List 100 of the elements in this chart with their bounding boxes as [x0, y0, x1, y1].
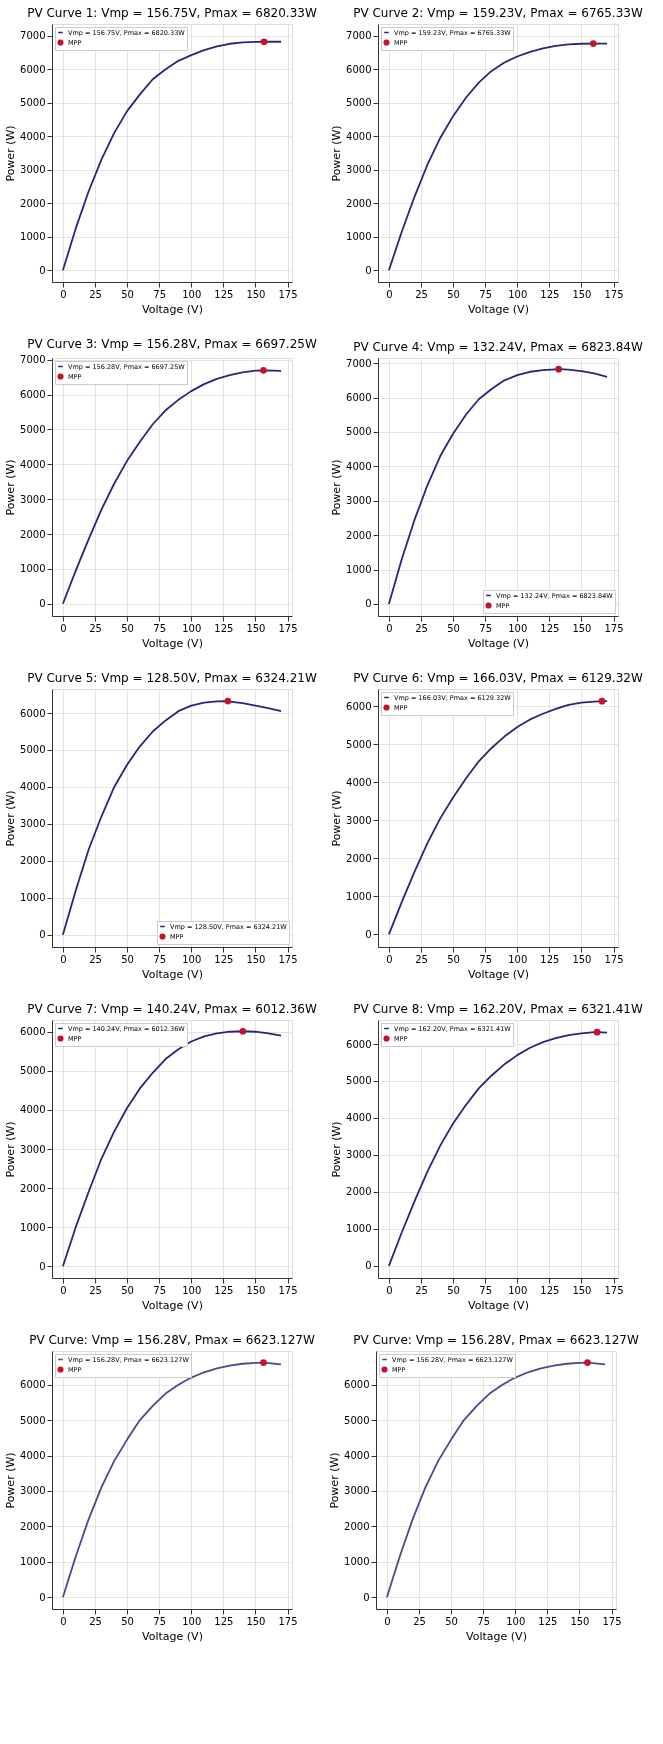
x-tick-label: 50	[447, 953, 460, 965]
y-tick-label: 4000	[346, 1112, 372, 1124]
x-tick-label: 0	[60, 1615, 67, 1627]
x-tick-label: 125	[214, 1615, 234, 1627]
x-axis-title: Voltage (V)	[142, 636, 203, 650]
x-tick-label: 100	[182, 622, 202, 634]
x-tick-label: 75	[153, 288, 167, 300]
chart-title: PV Curve: Vmp = 156.28V, Pmax = 6623.127W	[29, 1333, 315, 1347]
y-tick-label: 0	[39, 1591, 46, 1603]
line-series	[62, 369, 282, 605]
x-tick-label: 150	[246, 953, 266, 965]
y-tick-label: 0	[39, 1260, 46, 1272]
y-tick-label: 1000	[344, 1556, 370, 1568]
y-axis-title: Power (W)	[330, 125, 344, 182]
y-tick-label: 1000	[346, 890, 372, 902]
y-tick-label: 6000	[20, 389, 46, 401]
y-tick-label: 1000	[346, 1223, 372, 1235]
y-tick-label: 0	[363, 1591, 370, 1603]
x-tick-label: 150	[572, 1284, 592, 1296]
x-tick-label: 125	[540, 1284, 560, 1296]
line-series	[388, 42, 608, 272]
y-tick-label: 3000	[346, 1149, 372, 1161]
y-tick-label: 1000	[20, 563, 46, 575]
x-tick-label: 0	[60, 953, 67, 965]
x-tick-label: 175	[278, 1615, 298, 1627]
y-tick-label: 3000	[20, 1485, 46, 1497]
x-tick-label: 125	[538, 1615, 558, 1627]
chart-title: PV Curve 5: Vmp = 128.50V, Pmax = 6324.21W	[27, 671, 317, 685]
y-tick-label: 6000	[20, 63, 46, 75]
x-tick-label: 75	[479, 622, 493, 634]
x-axis-title: Voltage (V)	[142, 302, 203, 316]
x-tick-label: 0	[386, 288, 393, 300]
x-tick-label: 75	[479, 1284, 493, 1296]
y-tick-label: 4000	[20, 458, 46, 470]
x-tick-label: 150	[572, 953, 592, 965]
x-tick-label: 125	[214, 1284, 234, 1296]
x-tick-label: 125	[214, 953, 234, 965]
x-tick-label: 50	[121, 288, 134, 300]
y-tick-label: 5000	[346, 97, 372, 109]
chart-title: PV Curve 4: Vmp = 132.24V, Pmax = 6823.84W	[353, 340, 643, 354]
x-tick-label: 100	[508, 953, 528, 965]
y-tick-label: 0	[365, 1260, 372, 1272]
y-tick-label: 2000	[346, 1186, 372, 1198]
x-tick-label: 25	[89, 622, 102, 634]
chart-title: PV Curve 7: Vmp = 140.24V, Pmax = 6012.36W	[27, 1002, 317, 1016]
y-tick-label: 3000	[20, 493, 46, 505]
x-axis-title: Voltage (V)	[466, 1629, 527, 1643]
x-tick-label: 25	[415, 953, 428, 965]
y-axis-title: Power (W)	[4, 125, 18, 182]
y-tick-label: 1000	[20, 1556, 46, 1568]
y-tick-label: 7000	[346, 30, 372, 42]
line-series	[62, 1361, 282, 1599]
x-tick-label: 150	[246, 1615, 266, 1627]
chart-title: PV Curve 2: Vmp = 159.23V, Pmax = 6765.33W	[353, 6, 643, 20]
x-tick-label: 0	[60, 1284, 67, 1296]
y-tick-label: 4000	[20, 130, 46, 142]
y-tick-label: 5000	[20, 744, 46, 756]
x-tick-label: 25	[415, 288, 428, 300]
y-axis-title: Power (W)	[330, 790, 344, 847]
x-tick-label: 175	[278, 1284, 298, 1296]
x-axis-title: Voltage (V)	[468, 967, 529, 981]
y-tick-label: 7000	[20, 30, 46, 42]
x-tick-label: 125	[540, 288, 560, 300]
y-tick-label: 3000	[20, 164, 46, 176]
y-tick-label: 4000	[346, 776, 372, 788]
x-tick-label: 25	[413, 1615, 426, 1627]
x-tick-label: 75	[153, 622, 167, 634]
x-tick-label: 25	[89, 953, 102, 965]
x-tick-label: 75	[479, 288, 493, 300]
y-tick-label: 1000	[20, 892, 46, 904]
x-tick-label: 175	[602, 1615, 622, 1627]
y-tick-label: 2000	[346, 197, 372, 209]
chart-title: PV Curve 3: Vmp = 156.28V, Pmax = 6697.25W	[27, 336, 317, 351]
x-tick-label: 175	[278, 953, 298, 965]
x-tick-label: 75	[477, 1615, 491, 1627]
line-series	[386, 1361, 606, 1599]
y-tick-label: 5000	[20, 1065, 46, 1077]
x-tick-label: 175	[604, 1284, 624, 1296]
y-tick-label: 2000	[20, 528, 46, 540]
y-tick-label: 4000	[20, 1104, 46, 1116]
x-tick-label: 150	[572, 622, 592, 634]
x-tick-label: 50	[121, 1284, 134, 1296]
x-tick-label: 100	[508, 1284, 528, 1296]
y-tick-label: 6000	[20, 707, 46, 719]
x-tick-label: 50	[447, 1284, 460, 1296]
chart-title: PV Curve 6: Vmp = 166.03V, Pmax = 6129.32W	[353, 671, 643, 685]
chart-title: PV Curve 8: Vmp = 162.20V, Pmax = 6321.41W	[353, 1002, 643, 1016]
x-tick-label: 75	[153, 1284, 167, 1296]
x-tick-label: 75	[153, 1615, 167, 1627]
x-tick-label: 50	[447, 622, 460, 634]
y-tick-label: 3000	[346, 495, 372, 507]
x-tick-label: 100	[182, 953, 202, 965]
x-tick-label: 50	[121, 622, 134, 634]
x-tick-label: 25	[89, 1615, 102, 1627]
y-tick-label: 5000	[20, 97, 46, 109]
x-tick-label: 175	[278, 288, 298, 300]
y-tick-label: 6000	[346, 392, 372, 404]
y-axis-title: Power (W)	[330, 459, 344, 516]
x-tick-label: 0	[386, 1284, 393, 1296]
y-tick-label: 0	[365, 598, 372, 610]
